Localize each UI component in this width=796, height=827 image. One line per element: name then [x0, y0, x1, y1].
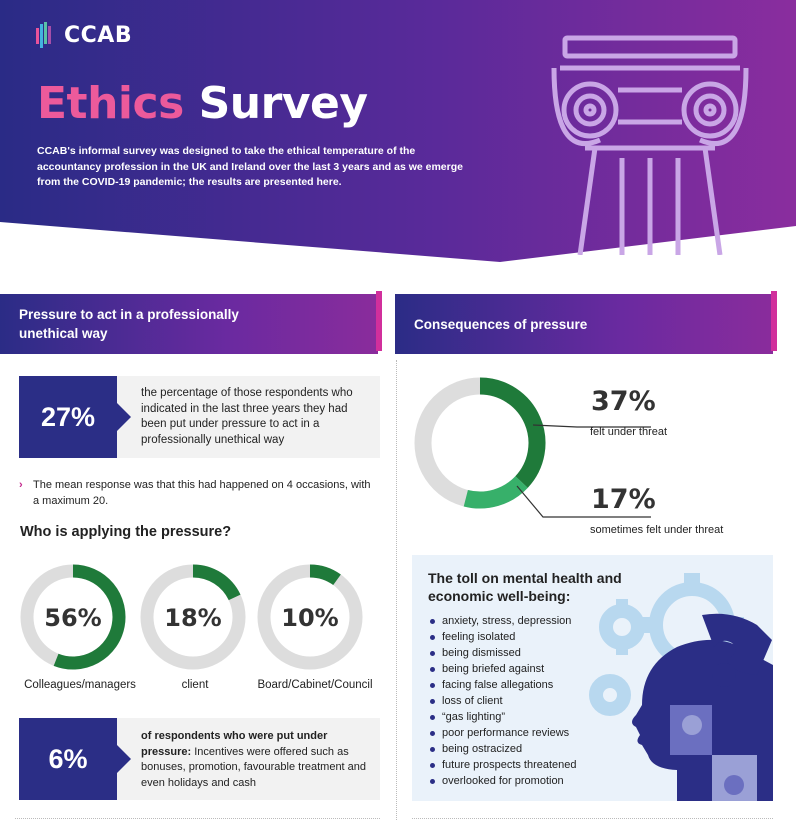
stat-value-6: 6%	[19, 718, 131, 800]
mental-health-item: poor performance reviews	[428, 725, 577, 741]
mental-health-item: facing false allegations	[428, 677, 577, 693]
section-header-consequences: Consequences of pressure	[395, 291, 777, 354]
intro-text: CCAB's informal survey was designed to t…	[37, 145, 463, 188]
stat-box-27: 27% the percentage of those respondents …	[19, 376, 380, 458]
section-title-pressure: Pressure to act in a professionally unet…	[19, 307, 239, 341]
pressure-source-donuts: 56% 18% 10%	[20, 564, 363, 670]
mental-health-title: The toll on mental health and economic w…	[428, 570, 622, 604]
header-banner: CCAB Ethics Survey CCAB's informal surve…	[0, 0, 796, 262]
donut-label-colleagues: Colleagues/managers	[24, 679, 136, 691]
title-survey: Survey	[198, 78, 368, 129]
donut-pct-text: 56%	[44, 604, 101, 632]
sometimes-leader-line	[516, 485, 651, 518]
bottom-divider-right	[412, 818, 773, 819]
mental-health-item: “gas lighting”	[428, 709, 577, 725]
consequences-donut	[414, 377, 651, 518]
mental-health-item: overlooked for promotion	[428, 773, 577, 789]
who-applying-title: Who is applying the pressure?	[20, 524, 232, 540]
mental-health-item: being dismissed	[428, 645, 577, 661]
head-puzzle-illustration	[589, 573, 773, 801]
logo-text: CCAB	[64, 22, 133, 48]
mean-response-note: › The mean response was that this had ha…	[19, 478, 379, 509]
donut-pct-text: 18%	[164, 604, 221, 632]
column-divider	[396, 360, 397, 820]
donut-segment	[53, 564, 126, 670]
donut-label-client: client	[181, 679, 209, 691]
stat-box-6: 6% of respondents who were put under pre…	[19, 718, 380, 800]
stat-text-6-bold: of respondents who were put under pressu…	[141, 730, 328, 758]
note-text: The mean response was that this had happ…	[33, 479, 371, 507]
mental-health-list: anxiety, stress, depression feeling isola…	[428, 613, 577, 789]
stat-text-27: the percentage of those respondents who …	[141, 387, 353, 446]
mental-health-item: anxiety, stress, depression	[428, 613, 577, 629]
mental-health-item: being briefed against	[428, 661, 577, 677]
page-title: Ethics Survey	[37, 78, 368, 129]
bottom-divider-left	[15, 818, 380, 819]
mental-health-item: feeling isolated	[428, 629, 577, 645]
section-title-consequences: Consequences of pressure	[414, 316, 588, 332]
ccab-logo: CCAB	[36, 22, 132, 48]
stat-value-27: 27%	[19, 376, 131, 458]
donut-label-board: Board/Cabinet/Council	[257, 679, 373, 691]
threat-leader-line	[532, 424, 651, 428]
donut-segment	[309, 564, 341, 586]
sometimes-segment	[463, 475, 528, 509]
threat-pct: 37%	[591, 386, 656, 417]
pillar-icon	[551, 35, 749, 255]
donut-pct-text: 10%	[281, 604, 338, 632]
threat-label: felt under threat	[590, 426, 668, 438]
sometimes-label: sometimes felt under threat	[590, 524, 724, 536]
mental-health-item: loss of client	[428, 693, 577, 709]
mental-health-item: future prospects threatened	[428, 757, 577, 773]
chevron-right-icon: ›	[19, 479, 23, 491]
stat-text-6: of respondents who were put under pressu…	[141, 718, 371, 800]
section-header-pressure: Pressure to act in a professionally unet…	[0, 291, 382, 354]
donut-segment	[192, 564, 241, 601]
logo-mark-icon	[36, 22, 51, 48]
threat-segment	[479, 377, 546, 488]
mental-health-item: being ostracized	[428, 741, 577, 757]
stat-text-6-rest: Incentives were offered such as bonuses,…	[141, 745, 367, 789]
sometimes-pct: 17%	[591, 484, 656, 515]
mental-health-box: The toll on mental health and economic w…	[412, 555, 773, 801]
title-ethics: Ethics	[37, 78, 184, 129]
